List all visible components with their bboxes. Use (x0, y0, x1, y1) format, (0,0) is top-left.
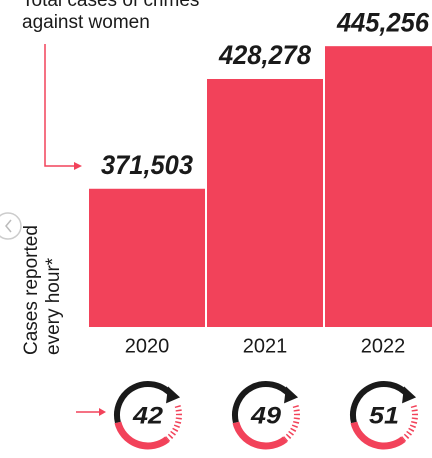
hourly-label: Cases reported every hour* (21, 225, 64, 355)
ring-arrow (284, 386, 299, 404)
nav-icon (5, 219, 12, 233)
value-label: 445,256 (336, 7, 430, 37)
bar (325, 46, 432, 328)
ring-red (232, 421, 288, 450)
bar (89, 188, 205, 327)
arrow-head (74, 162, 82, 170)
ring-black (114, 381, 175, 424)
hourly-value: 51 (369, 402, 399, 429)
ring-arrow (166, 386, 181, 404)
annotation-line: Total cases of crimes (22, 0, 199, 11)
nav-button[interactable] (0, 212, 22, 240)
hourly-value: 42 (132, 402, 164, 429)
x-tick-label: 2022 (361, 335, 406, 357)
annotation-line: against women (22, 12, 150, 33)
ring-arrow (402, 386, 417, 404)
ring-black (232, 381, 293, 424)
annotation-arrow (44, 44, 74, 167)
ring-red (350, 421, 406, 450)
bar (207, 78, 323, 327)
arrow-head (99, 408, 106, 416)
hourly-label-line: Cases reported (21, 225, 42, 355)
ring-red (114, 421, 170, 450)
hourly-value: 49 (250, 402, 282, 429)
value-label: 428,278 (218, 40, 311, 70)
x-tick-label: 2021 (243, 335, 288, 357)
x-tick-label: 2020 (125, 335, 170, 357)
ring-black (350, 381, 411, 424)
hourly-label-line: every hour* (43, 257, 64, 355)
value-label: 371,503 (101, 150, 193, 180)
